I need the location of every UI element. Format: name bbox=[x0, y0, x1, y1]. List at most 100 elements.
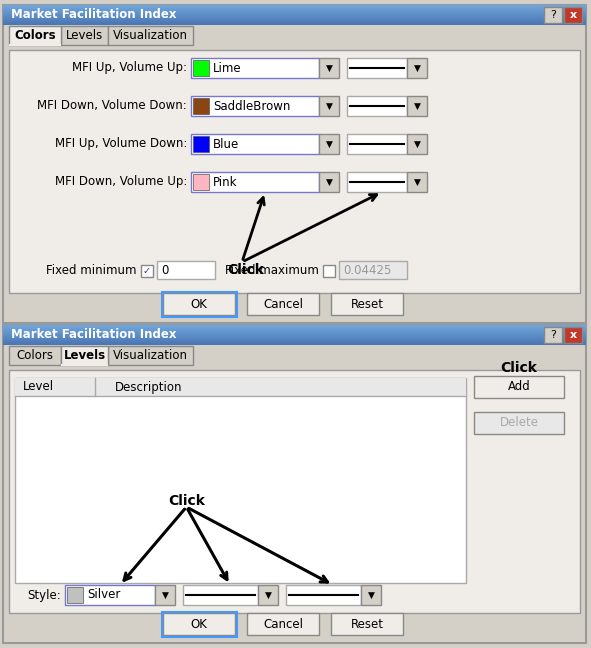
FancyBboxPatch shape bbox=[3, 328, 586, 329]
Text: ▼: ▼ bbox=[161, 590, 168, 599]
Text: Reset: Reset bbox=[350, 297, 384, 310]
Text: ▼: ▼ bbox=[414, 102, 420, 111]
Text: ✓: ✓ bbox=[143, 266, 151, 276]
Text: Pink: Pink bbox=[213, 176, 238, 189]
Text: Blue: Blue bbox=[213, 137, 239, 150]
FancyBboxPatch shape bbox=[163, 293, 235, 315]
Text: Visualization: Visualization bbox=[113, 349, 188, 362]
Text: ▼: ▼ bbox=[326, 102, 332, 111]
FancyBboxPatch shape bbox=[3, 9, 586, 10]
FancyBboxPatch shape bbox=[3, 342, 586, 343]
FancyBboxPatch shape bbox=[347, 172, 407, 192]
Text: OK: OK bbox=[190, 618, 207, 631]
Text: Click: Click bbox=[227, 263, 264, 277]
FancyBboxPatch shape bbox=[193, 98, 209, 114]
FancyBboxPatch shape bbox=[3, 16, 586, 17]
FancyBboxPatch shape bbox=[3, 23, 586, 24]
FancyBboxPatch shape bbox=[3, 325, 586, 643]
FancyBboxPatch shape bbox=[9, 50, 580, 293]
Text: Colors: Colors bbox=[14, 29, 56, 42]
FancyBboxPatch shape bbox=[3, 5, 586, 323]
Text: MFI Up, Volume Up:: MFI Up, Volume Up: bbox=[72, 62, 187, 75]
FancyBboxPatch shape bbox=[3, 336, 586, 337]
Text: Colors: Colors bbox=[17, 349, 54, 362]
FancyBboxPatch shape bbox=[3, 341, 586, 342]
FancyBboxPatch shape bbox=[193, 136, 209, 152]
FancyBboxPatch shape bbox=[286, 585, 361, 605]
Text: ▼: ▼ bbox=[368, 590, 375, 599]
FancyBboxPatch shape bbox=[3, 338, 586, 339]
FancyBboxPatch shape bbox=[407, 58, 427, 78]
FancyBboxPatch shape bbox=[191, 172, 319, 192]
FancyBboxPatch shape bbox=[163, 613, 235, 635]
FancyBboxPatch shape bbox=[474, 412, 564, 434]
FancyBboxPatch shape bbox=[319, 134, 339, 154]
FancyBboxPatch shape bbox=[3, 330, 586, 331]
FancyBboxPatch shape bbox=[258, 585, 278, 605]
FancyBboxPatch shape bbox=[474, 376, 564, 398]
FancyBboxPatch shape bbox=[347, 134, 407, 154]
Text: ▼: ▼ bbox=[414, 64, 420, 73]
Text: Levels: Levels bbox=[63, 349, 106, 362]
FancyBboxPatch shape bbox=[61, 346, 108, 365]
FancyBboxPatch shape bbox=[247, 293, 319, 315]
FancyBboxPatch shape bbox=[3, 12, 586, 13]
Text: 0.04425: 0.04425 bbox=[343, 264, 391, 277]
FancyBboxPatch shape bbox=[3, 21, 586, 22]
Text: Cancel: Cancel bbox=[263, 297, 303, 310]
FancyBboxPatch shape bbox=[3, 327, 586, 328]
Text: MFI Down, Volume Up:: MFI Down, Volume Up: bbox=[54, 176, 187, 189]
FancyBboxPatch shape bbox=[3, 325, 586, 326]
Text: Silver: Silver bbox=[87, 588, 121, 601]
Text: ▼: ▼ bbox=[414, 178, 420, 187]
Text: Style:: Style: bbox=[27, 588, 61, 601]
Text: Fixed minimum: Fixed minimum bbox=[47, 264, 137, 277]
FancyBboxPatch shape bbox=[564, 7, 582, 23]
FancyBboxPatch shape bbox=[191, 96, 319, 116]
FancyBboxPatch shape bbox=[3, 20, 586, 21]
Text: Cancel: Cancel bbox=[263, 618, 303, 631]
FancyBboxPatch shape bbox=[407, 96, 427, 116]
Text: Lime: Lime bbox=[213, 62, 242, 75]
FancyBboxPatch shape bbox=[339, 261, 407, 279]
FancyBboxPatch shape bbox=[3, 331, 586, 332]
Text: ▼: ▼ bbox=[326, 139, 332, 148]
FancyBboxPatch shape bbox=[108, 26, 193, 45]
FancyBboxPatch shape bbox=[3, 13, 586, 14]
FancyBboxPatch shape bbox=[3, 339, 586, 340]
FancyBboxPatch shape bbox=[108, 346, 193, 365]
FancyBboxPatch shape bbox=[3, 11, 586, 12]
Text: OK: OK bbox=[190, 297, 207, 310]
FancyBboxPatch shape bbox=[3, 326, 586, 327]
FancyBboxPatch shape bbox=[361, 585, 381, 605]
FancyBboxPatch shape bbox=[564, 327, 582, 343]
FancyBboxPatch shape bbox=[3, 8, 586, 9]
Text: Delete: Delete bbox=[499, 417, 538, 430]
FancyBboxPatch shape bbox=[331, 613, 403, 635]
Text: ▼: ▼ bbox=[326, 178, 332, 187]
FancyBboxPatch shape bbox=[407, 172, 427, 192]
FancyBboxPatch shape bbox=[3, 6, 586, 7]
FancyBboxPatch shape bbox=[3, 15, 586, 16]
FancyBboxPatch shape bbox=[331, 293, 403, 315]
Text: ▼: ▼ bbox=[326, 64, 332, 73]
FancyBboxPatch shape bbox=[61, 26, 108, 45]
FancyBboxPatch shape bbox=[3, 18, 586, 19]
FancyBboxPatch shape bbox=[3, 344, 586, 345]
Text: Market Facilitation Index: Market Facilitation Index bbox=[11, 329, 177, 341]
FancyBboxPatch shape bbox=[319, 96, 339, 116]
Text: x: x bbox=[570, 330, 577, 340]
FancyBboxPatch shape bbox=[65, 585, 155, 605]
FancyBboxPatch shape bbox=[407, 134, 427, 154]
Text: Click: Click bbox=[168, 494, 205, 508]
FancyBboxPatch shape bbox=[15, 378, 466, 583]
Text: MFI Down, Volume Down:: MFI Down, Volume Down: bbox=[37, 100, 187, 113]
FancyBboxPatch shape bbox=[323, 265, 335, 277]
Text: Market Facilitation Index: Market Facilitation Index bbox=[11, 8, 177, 21]
FancyBboxPatch shape bbox=[247, 613, 319, 635]
FancyBboxPatch shape bbox=[3, 10, 586, 11]
FancyBboxPatch shape bbox=[141, 265, 153, 277]
FancyBboxPatch shape bbox=[3, 333, 586, 334]
FancyBboxPatch shape bbox=[3, 7, 586, 8]
FancyBboxPatch shape bbox=[544, 7, 562, 23]
